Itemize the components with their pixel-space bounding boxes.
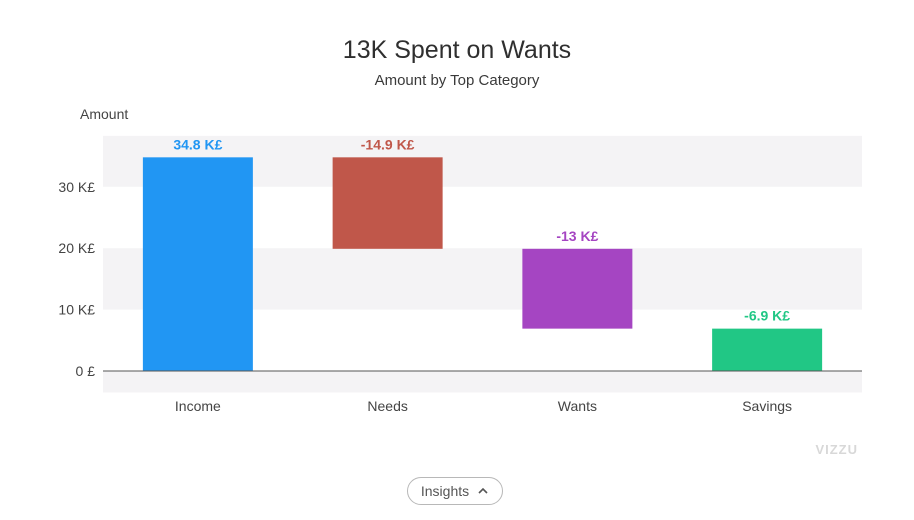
data-label-savings: -6.9 K£ — [744, 308, 790, 324]
chart-subtitle: Amount by Top Category — [374, 72, 540, 89]
insights-button[interactable]: Insights — [407, 477, 503, 505]
data-label-needs: -14.9 K£ — [361, 136, 415, 152]
bar-savings — [712, 328, 823, 371]
x-tick-label-savings: Savings — [742, 398, 792, 414]
y-tick-label: 20 K£ — [58, 240, 95, 256]
data-label-wants: -13 K£ — [556, 228, 598, 244]
data-label-income: 34.8 K£ — [173, 136, 222, 152]
chevron-up-icon — [478, 487, 488, 494]
insights-label: Insights — [420, 483, 470, 499]
y-tick-label: 30 K£ — [58, 179, 95, 195]
x-tick-label-wants: Wants — [558, 398, 597, 414]
bar-wants — [522, 248, 633, 329]
x-tick-label-income: Income — [175, 398, 221, 414]
grid-band — [103, 371, 862, 393]
bar-income — [142, 157, 253, 371]
y-axis-title: Amount — [80, 106, 128, 122]
vizzu-watermark: VIZZU — [815, 442, 858, 457]
chart-title: 13K Spent on Wants — [342, 36, 572, 64]
y-tick-label: 0 £ — [76, 363, 96, 379]
bar-needs — [332, 157, 443, 249]
y-tick-label: 10 K£ — [58, 302, 95, 318]
x-tick-label-needs: Needs — [367, 398, 407, 414]
